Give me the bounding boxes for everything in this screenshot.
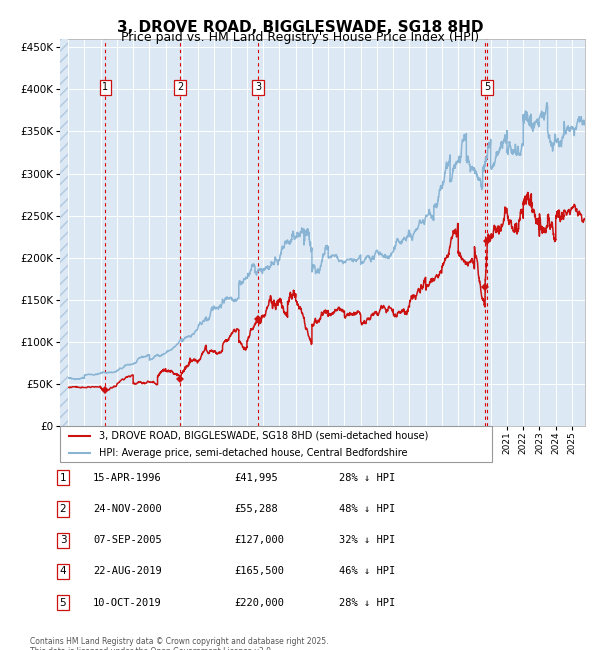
Text: 28% ↓ HPI: 28% ↓ HPI [339, 597, 395, 608]
Text: 3, DROVE ROAD, BIGGLESWADE, SG18 8HD (semi-detached house): 3, DROVE ROAD, BIGGLESWADE, SG18 8HD (se… [99, 431, 428, 441]
Text: 48% ↓ HPI: 48% ↓ HPI [339, 504, 395, 514]
Text: Price paid vs. HM Land Registry's House Price Index (HPI): Price paid vs. HM Land Registry's House … [121, 31, 479, 44]
Text: 1: 1 [59, 473, 67, 483]
Text: 10-OCT-2019: 10-OCT-2019 [93, 597, 162, 608]
Text: 2: 2 [177, 83, 184, 92]
Text: 46% ↓ HPI: 46% ↓ HPI [339, 566, 395, 577]
Text: £41,995: £41,995 [234, 473, 278, 483]
Text: 24-NOV-2000: 24-NOV-2000 [93, 504, 162, 514]
Text: £55,288: £55,288 [234, 504, 278, 514]
Bar [60, 39, 68, 426]
Text: 4: 4 [59, 566, 67, 577]
Text: £127,000: £127,000 [234, 535, 284, 545]
Text: 3: 3 [255, 83, 261, 92]
Text: 07-SEP-2005: 07-SEP-2005 [93, 535, 162, 545]
Text: Contains HM Land Registry data © Crown copyright and database right 2025.
This d: Contains HM Land Registry data © Crown c… [30, 637, 329, 650]
Text: 28% ↓ HPI: 28% ↓ HPI [339, 473, 395, 483]
Text: 3, DROVE ROAD, BIGGLESWADE, SG18 8HD: 3, DROVE ROAD, BIGGLESWADE, SG18 8HD [117, 20, 483, 34]
Text: 3: 3 [59, 535, 67, 545]
Text: 32% ↓ HPI: 32% ↓ HPI [339, 535, 395, 545]
Text: 15-APR-1996: 15-APR-1996 [93, 473, 162, 483]
Text: 5: 5 [484, 83, 490, 92]
Text: £165,500: £165,500 [234, 566, 284, 577]
Text: £220,000: £220,000 [234, 597, 284, 608]
Text: HPI: Average price, semi-detached house, Central Bedfordshire: HPI: Average price, semi-detached house,… [99, 448, 407, 458]
Text: 22-AUG-2019: 22-AUG-2019 [93, 566, 162, 577]
Text: 2: 2 [59, 504, 67, 514]
Text: 1: 1 [102, 83, 109, 92]
FancyBboxPatch shape [60, 426, 492, 461]
Text: 5: 5 [59, 597, 67, 608]
